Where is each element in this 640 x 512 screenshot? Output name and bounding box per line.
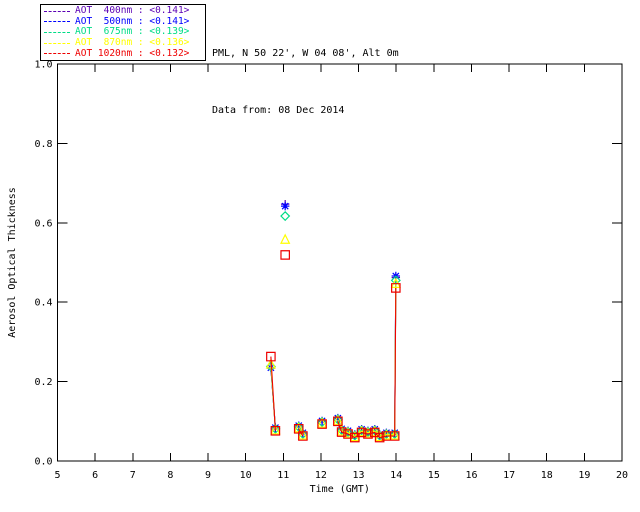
legend-item-label: AOT 870nm : <0.136> [75, 37, 190, 49]
series-aot-870nm [265, 233, 401, 442]
series-line [337, 277, 397, 436]
data-date-text: Data from: 08 Dec 2014 [212, 105, 345, 116]
x-tick-label: 20 [616, 470, 628, 481]
series-markers-triangle [265, 233, 401, 442]
series-line [337, 275, 397, 436]
y-tick-label: 0.0 [34, 457, 52, 468]
y-axis-label: Aerosol Optical Thickness [7, 187, 18, 338]
legend-line-sample-icon [44, 10, 70, 12]
series-aot-400nm [266, 199, 401, 439]
x-axis-label: Time (GMT) [310, 484, 370, 495]
series-markers-square [266, 250, 401, 443]
x-tick-label: 9 [205, 470, 211, 481]
station-location-text: PML, N 50 22', W 04 08', Alt 0m [212, 48, 399, 59]
axes [57, 63, 623, 462]
y-tick-label: 0.4 [34, 298, 52, 309]
legend-item-400nm: AOT 400nm : <0.141> [44, 6, 205, 16]
series-line [270, 356, 276, 431]
legend-line-sample-icon [44, 53, 70, 55]
legend-item-1020nm: AOT 1020nm : <0.132> [44, 47, 205, 59]
x-tick-label: 12 [315, 470, 327, 481]
x-tick-label: 14 [390, 470, 402, 481]
tick-labels: 5 6 7 8 9 10 11 12 13 14 15 16 17 18 19 20 0.0 0.2 0.4 0.6 0… [34, 60, 628, 482]
series-line [337, 280, 397, 437]
legend-item-500nm: AOT 500nm : <0.141> [44, 15, 205, 27]
x-tick-label: 16 [465, 470, 477, 481]
series-markers-plus [266, 199, 401, 439]
x-tick-label: 13 [353, 470, 365, 481]
x-tick-label: 19 [578, 470, 590, 481]
series-aot-1020nm [266, 250, 401, 443]
legend-line-sample-icon [44, 42, 70, 44]
legend-line-sample-icon [44, 31, 70, 33]
series-line [298, 428, 304, 437]
x-tick-label: 8 [167, 470, 173, 481]
legend-item-label: AOT 675nm : <0.139> [75, 26, 190, 38]
x-tick-label: 17 [503, 470, 515, 481]
x-tick-label: 10 [240, 470, 252, 481]
x-tick-label: 18 [541, 470, 553, 481]
y-tick-label: 0.6 [34, 218, 52, 229]
y-tick-label: 0.8 [34, 139, 52, 150]
y-tick-label: 0.2 [34, 377, 52, 388]
legend-item-label: AOT 500nm : <0.141> [75, 15, 190, 27]
x-tick-label: 5 [54, 470, 60, 481]
plot-frame [57, 63, 623, 462]
station-header: PML, N 50 22', W 04 08', Alt 0m Data fro… [212, 6, 399, 158]
series-aot-675nm [265, 211, 401, 441]
legend-line-sample-icon [44, 21, 70, 23]
legend-item-870nm: AOT 870nm : <0.136> [44, 38, 205, 48]
x-tick-label: 11 [277, 470, 289, 481]
x-tick-label: 15 [428, 470, 440, 481]
x-tick-label: 6 [92, 470, 98, 481]
legend-item-675nm: AOT 675nm : <0.139> [44, 27, 205, 37]
y-tick-label: 1.0 [34, 60, 52, 71]
series-markers-diamond [265, 211, 401, 441]
legend-item-label: AOT 400nm : <0.141> [75, 5, 190, 17]
x-tick-label: 7 [130, 470, 136, 481]
legend-item-label: AOT 1020nm : <0.132> [75, 47, 190, 59]
legend-box: AOT 400nm : <0.141> AOT 500nm : <0.141> AO… [40, 4, 206, 61]
series-line [337, 283, 397, 438]
series-line [337, 287, 397, 439]
